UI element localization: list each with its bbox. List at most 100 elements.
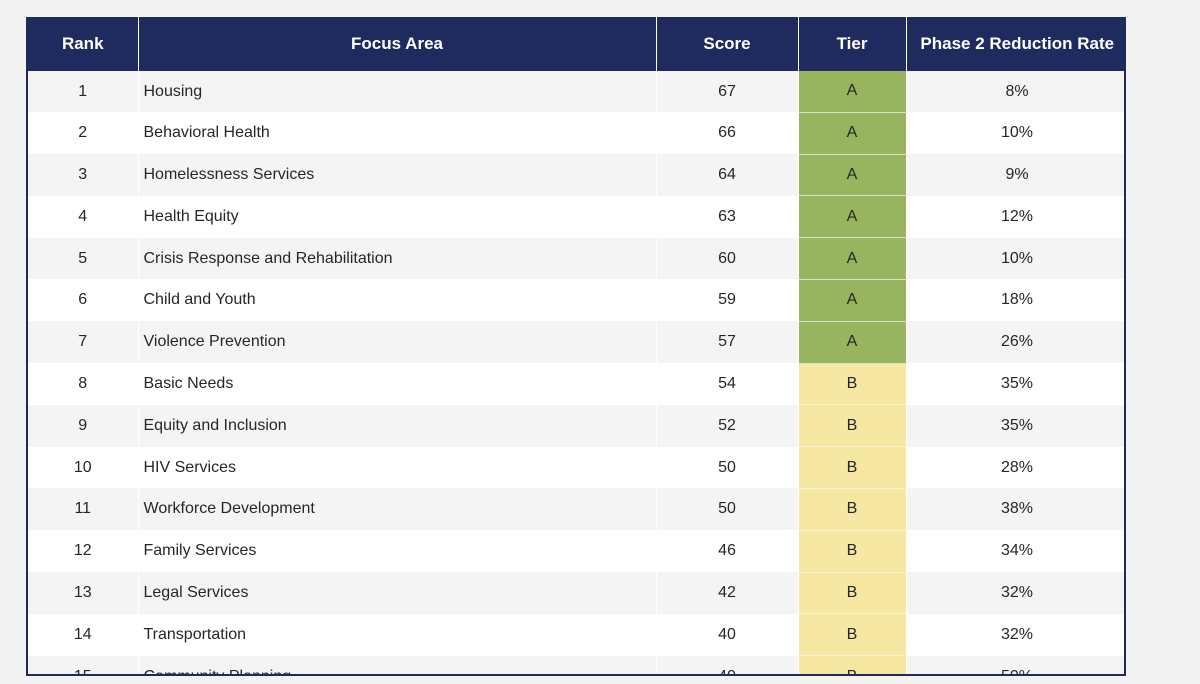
score-cell: 64: [656, 154, 799, 196]
score-cell: 40: [656, 655, 799, 674]
header-row: Rank Focus Area Score Tier Phase 2 Reduc…: [28, 17, 1124, 71]
focus-area-cell: Health Equity: [137, 195, 657, 238]
tier-cell: A: [798, 71, 907, 113]
focus-area-cell: Homelessness Services: [137, 154, 657, 196]
reduction-rate-cell: 10%: [906, 112, 1124, 155]
reduction-rate-cell: 9%: [906, 154, 1124, 196]
header-reduction-rate: Phase 2 Reduction Rate: [906, 17, 1124, 71]
rank-cell: 14: [28, 613, 139, 656]
tier-cell: B: [798, 488, 907, 531]
table-row: 5 Crisis Response and Rehabilitation 60 A 10…: [28, 237, 1124, 280]
focus-area-cell: Community Planning: [137, 655, 657, 674]
reduction-rate-cell: 8%: [906, 71, 1124, 113]
table-row: 7 Violence Prevention 57 A 26%: [28, 321, 1124, 364]
score-cell: 50: [656, 488, 799, 531]
table-row: 6 Child and Youth 59 A 18%: [28, 279, 1124, 322]
score-cell: 67: [656, 71, 799, 113]
rank-cell: 11: [28, 488, 139, 531]
rank-cell: 15: [28, 655, 139, 674]
rank-cell: 9: [28, 404, 139, 447]
reduction-rate-cell: 35%: [906, 363, 1124, 405]
tier-cell: B: [798, 363, 907, 406]
tier-cell: B: [798, 404, 907, 448]
score-cell: 57: [656, 321, 799, 364]
reduction-rate-cell: 50%: [906, 655, 1124, 674]
header-focus-area: Focus Area: [138, 17, 657, 71]
reduction-rate-cell: 12%: [906, 195, 1124, 238]
ranking-table: Rank Focus Area Score Tier Phase 2 Reduc…: [28, 17, 1124, 674]
focus-area-cell: Basic Needs: [137, 363, 657, 405]
score-cell: 59: [656, 279, 799, 322]
rank-cell: 4: [28, 195, 139, 238]
reduction-rate-cell: 32%: [906, 613, 1124, 656]
tier-cell: A: [798, 237, 907, 280]
table-row: 1 Housing 67 A 8%: [28, 71, 1124, 113]
score-cell: 42: [656, 572, 799, 614]
score-cell: 54: [656, 363, 799, 405]
tier-cell: B: [798, 446, 907, 489]
table-row: 14 Transportation 40 B 32%: [28, 613, 1124, 657]
rank-cell: 8: [28, 363, 139, 405]
tier-cell: A: [798, 154, 907, 197]
score-cell: 63: [656, 195, 799, 238]
table-row: 8 Basic Needs 54 B 35%: [28, 363, 1124, 406]
tier-cell: A: [798, 321, 907, 364]
table-row: 13 Legal Services 42 B 32%: [28, 572, 1124, 615]
table-row: 4 Health Equity 63 A 12%: [28, 195, 1124, 239]
focus-area-cell: Legal Services: [137, 572, 657, 614]
table-row: 11 Workforce Development 50 B 38%: [28, 488, 1124, 531]
score-cell: 52: [656, 404, 799, 447]
tier-cell: A: [798, 112, 907, 155]
header-score: Score: [656, 17, 799, 71]
score-cell: 46: [656, 530, 799, 573]
reduction-rate-cell: 26%: [906, 321, 1124, 364]
table-row: 10 HIV Services 50 B 28%: [28, 446, 1124, 489]
tier-cell: B: [798, 530, 907, 573]
header-tier: Tier: [798, 17, 907, 71]
tier-cell: B: [798, 655, 907, 674]
table-row: 9 Equity and Inclusion 52 B 35%: [28, 404, 1124, 448]
rank-cell: 7: [28, 321, 139, 364]
table-row: 12 Family Services 46 B 34%: [28, 530, 1124, 573]
focus-area-cell: Behavioral Health: [137, 112, 657, 155]
reduction-rate-cell: 34%: [906, 530, 1124, 573]
reduction-rate-cell: 28%: [906, 446, 1124, 489]
focus-area-cell: HIV Services: [137, 446, 657, 489]
score-cell: 50: [656, 446, 799, 489]
tier-cell: B: [798, 572, 907, 615]
table-header: Rank Focus Area Score Tier Phase 2 Reduc…: [28, 17, 1124, 71]
score-cell: 66: [656, 112, 799, 155]
rank-cell: 1: [28, 71, 139, 113]
rank-cell: 3: [28, 154, 139, 196]
rank-cell: 2: [28, 112, 139, 155]
focus-area-ranking-table: Rank Focus Area Score Tier Phase 2 Reduc…: [26, 17, 1126, 676]
reduction-rate-cell: 32%: [906, 572, 1124, 614]
table-row: 15Community Planning40B50%: [28, 655, 1124, 674]
rank-cell: 6: [28, 279, 139, 322]
focus-area-cell: Housing: [137, 71, 657, 113]
focus-area-cell: Workforce Development: [137, 488, 657, 531]
score-cell: 40: [656, 613, 799, 656]
table-row: 2 Behavioral Health 66 A 10%: [28, 112, 1124, 155]
focus-area-cell: Violence Prevention: [137, 321, 657, 364]
focus-area-cell: Equity and Inclusion: [137, 404, 657, 447]
reduction-rate-cell: 18%: [906, 279, 1124, 322]
focus-area-cell: Family Services: [137, 530, 657, 573]
focus-area-cell: Transportation: [137, 613, 657, 656]
reduction-rate-cell: 35%: [906, 404, 1124, 447]
rank-cell: 5: [28, 237, 139, 280]
tier-cell: B: [798, 613, 907, 657]
focus-area-cell: Child and Youth: [137, 279, 657, 322]
score-cell: 60: [656, 237, 799, 280]
table-row: 3 Homelessness Services 64 A 9%: [28, 154, 1124, 197]
tier-cell: A: [798, 279, 907, 322]
partial-logo-mark: [1186, 0, 1200, 10]
reduction-rate-cell: 10%: [906, 237, 1124, 280]
reduction-rate-cell: 38%: [906, 488, 1124, 531]
rank-cell: 10: [28, 446, 139, 489]
tier-cell: A: [798, 195, 907, 239]
header-rank: Rank: [28, 17, 139, 71]
rank-cell: 12: [28, 530, 139, 573]
rank-cell: 13: [28, 572, 139, 614]
